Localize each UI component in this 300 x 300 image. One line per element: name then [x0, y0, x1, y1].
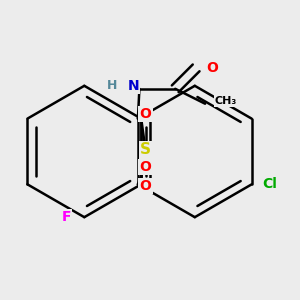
Text: O: O: [140, 107, 152, 121]
Text: S: S: [140, 142, 151, 158]
Text: O: O: [207, 61, 218, 75]
Text: H: H: [107, 79, 118, 92]
Text: O: O: [139, 160, 151, 174]
Text: CH₃: CH₃: [215, 96, 237, 106]
Text: O: O: [140, 179, 152, 193]
Text: Cl: Cl: [262, 177, 277, 191]
Text: F: F: [61, 210, 71, 224]
Text: N: N: [128, 79, 139, 93]
